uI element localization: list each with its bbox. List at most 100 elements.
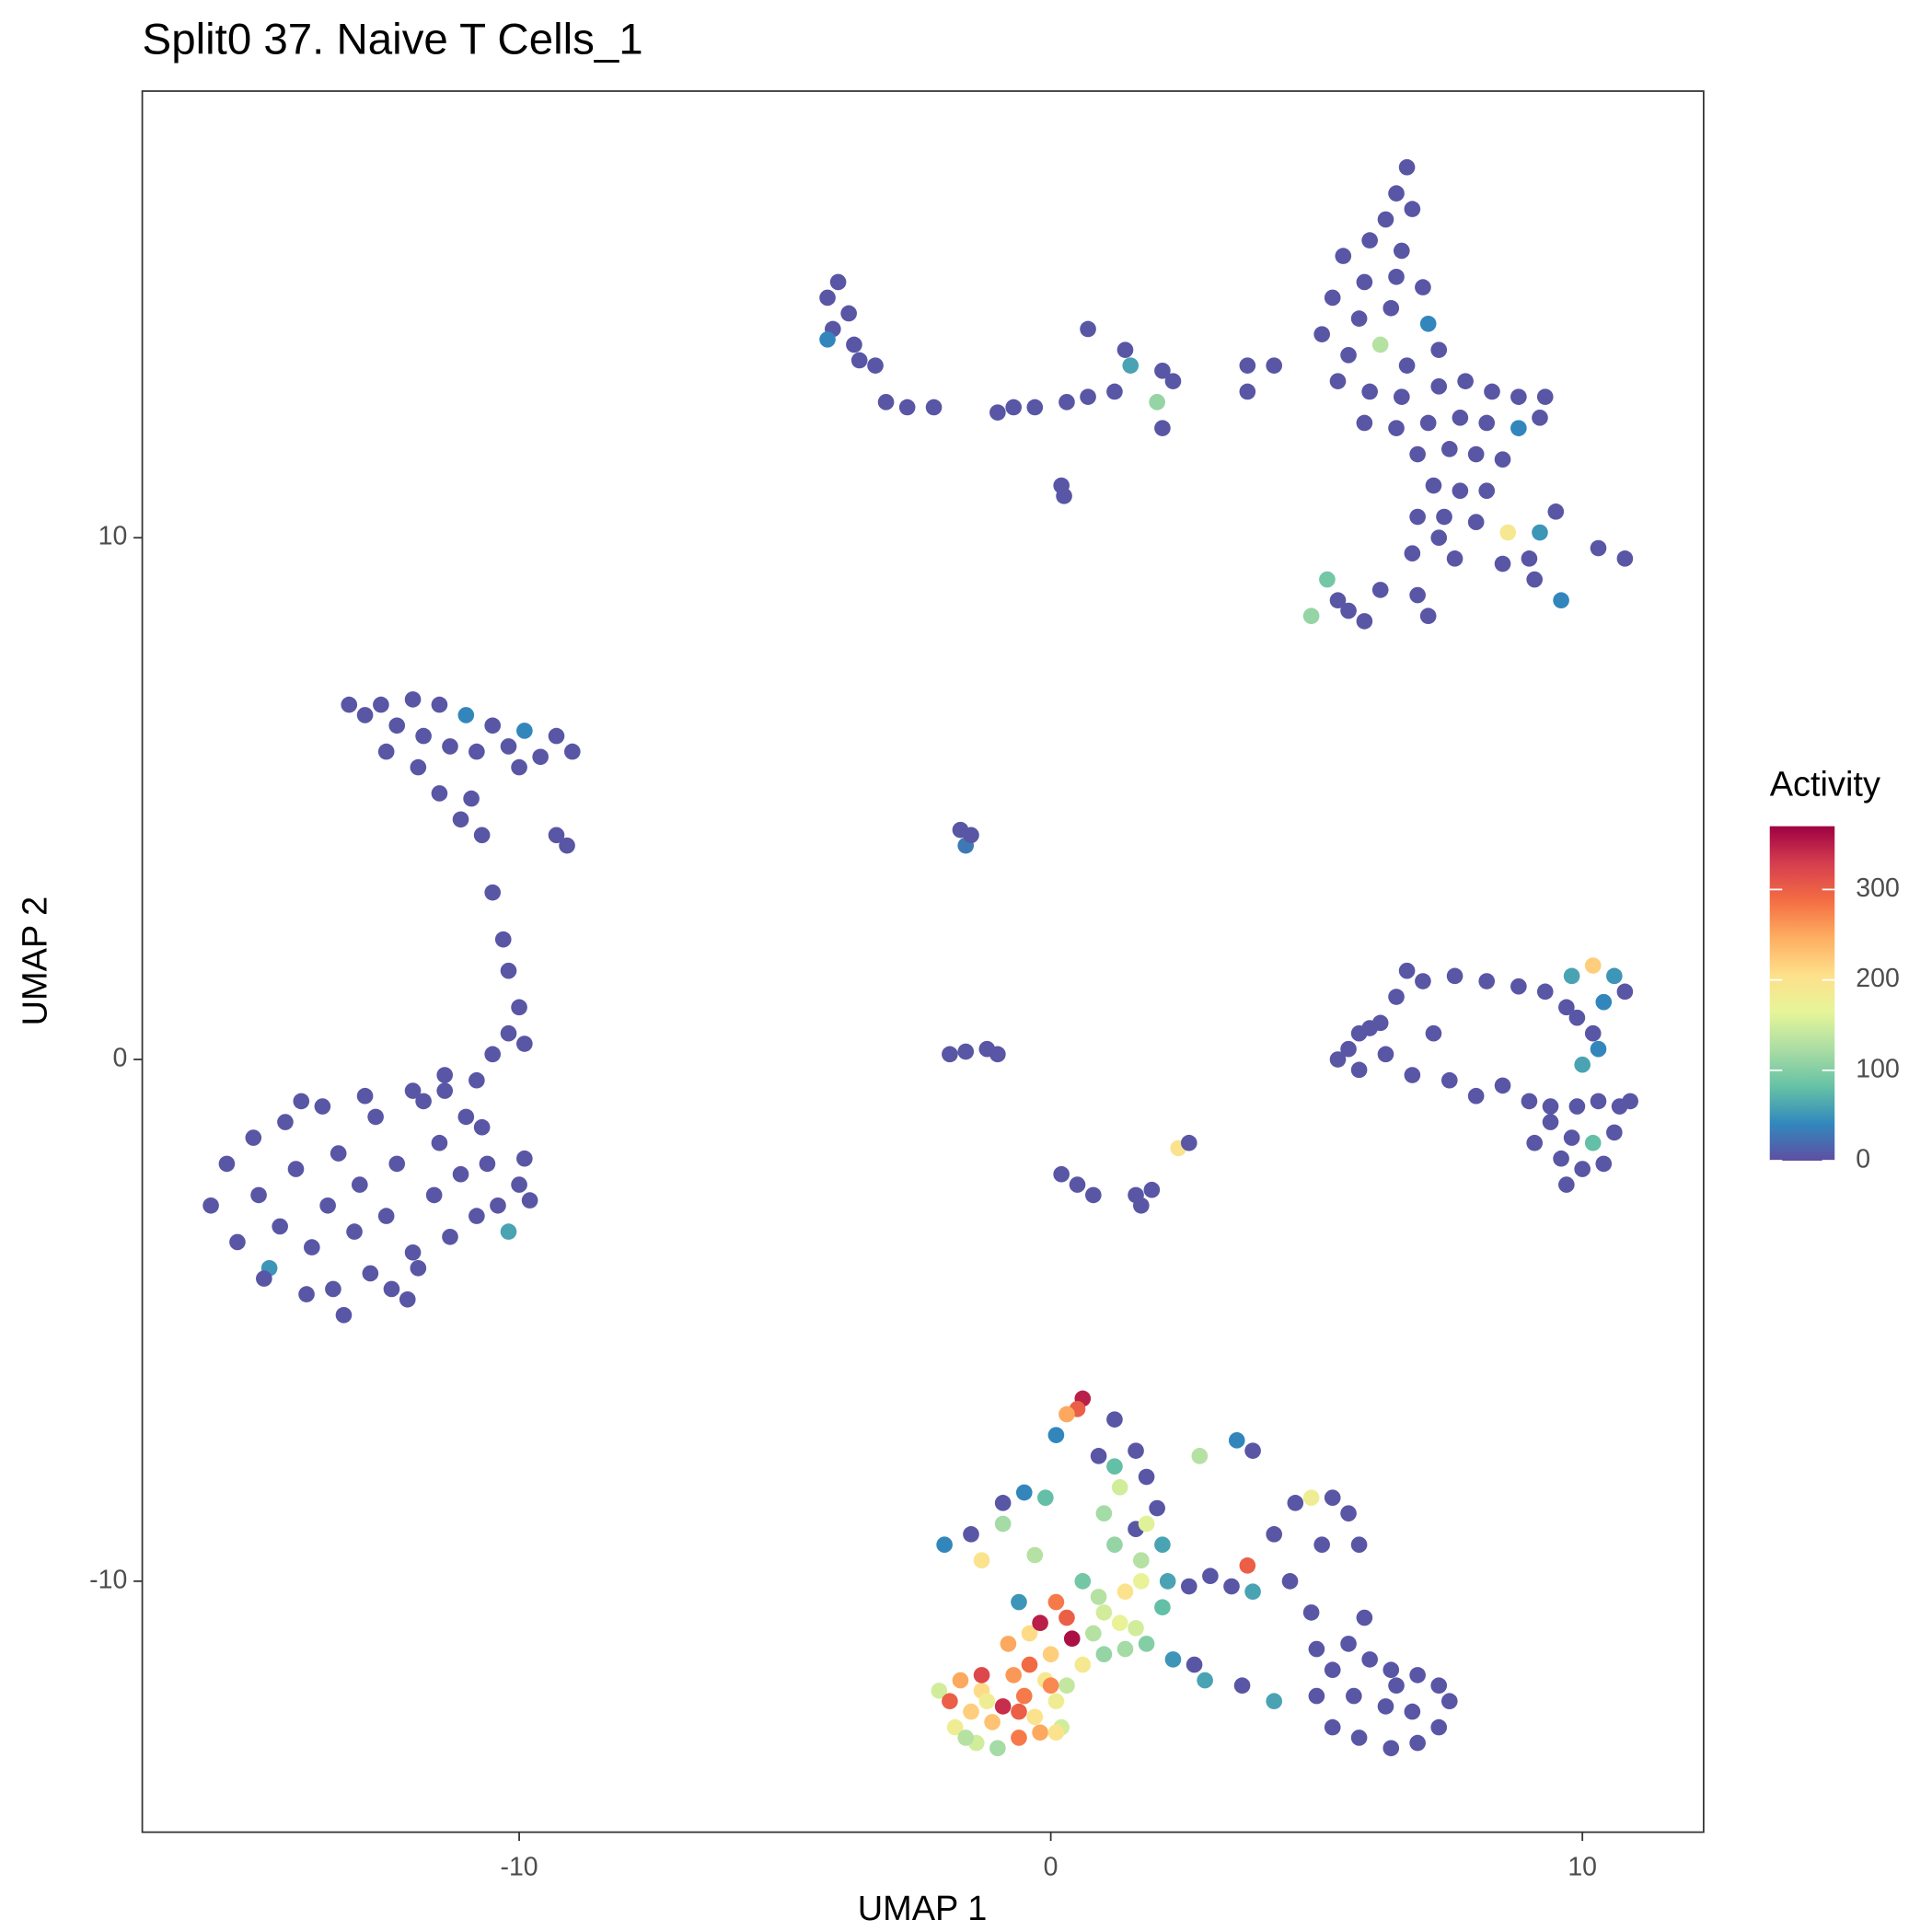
point: [1547, 503, 1565, 520]
point: [1404, 1067, 1421, 1083]
point: [1595, 993, 1613, 1011]
point: [1302, 1604, 1320, 1621]
point: [1164, 1651, 1182, 1668]
point: [1106, 1536, 1123, 1554]
point: [1106, 1411, 1123, 1428]
point: [1095, 1505, 1113, 1521]
point: [473, 827, 491, 844]
point: [1542, 1114, 1559, 1130]
point: [1361, 1651, 1378, 1668]
point: [1563, 967, 1580, 985]
point: [1478, 973, 1496, 989]
point: [1032, 1614, 1048, 1632]
point: [1047, 1693, 1065, 1710]
point: [877, 394, 895, 411]
chart-title: Split0 37. Naive T Cells_1: [143, 16, 643, 64]
point: [1356, 1609, 1373, 1626]
point: [942, 1693, 958, 1710]
point: [1223, 1578, 1240, 1595]
point: [1132, 1573, 1150, 1590]
point: [1059, 1406, 1075, 1423]
point: [1382, 299, 1400, 317]
point: [245, 1129, 262, 1146]
point: [404, 1244, 422, 1261]
point: [1446, 967, 1463, 985]
point: [1425, 1024, 1442, 1042]
point: [1329, 592, 1347, 609]
y-axis-label: UMAP 2: [17, 897, 55, 1026]
point: [1074, 1573, 1092, 1590]
point: [564, 743, 581, 760]
point: [963, 827, 979, 844]
point: [272, 1218, 288, 1235]
point: [1361, 383, 1378, 400]
x-tick-label: -10: [500, 1852, 538, 1881]
point: [1606, 967, 1623, 985]
point: [1558, 999, 1575, 1016]
point: [1116, 341, 1134, 358]
point: [1590, 539, 1607, 557]
point: [1015, 1484, 1033, 1501]
point: [1393, 388, 1410, 405]
point: [1393, 242, 1410, 260]
point: [1085, 1186, 1102, 1204]
point: [1095, 1646, 1113, 1663]
point: [548, 827, 565, 844]
point: [500, 1223, 517, 1240]
point: [1377, 1046, 1394, 1063]
point: [256, 1270, 272, 1287]
point: [341, 696, 358, 713]
point: [1090, 1589, 1107, 1605]
y-tick-label: 10: [98, 522, 128, 551]
point: [1536, 388, 1554, 405]
point: [1026, 1708, 1044, 1726]
point: [1510, 978, 1527, 995]
colorbar-tick-label: 200: [1856, 964, 1900, 993]
point: [1032, 1724, 1048, 1741]
point: [1409, 508, 1426, 526]
point: [1149, 394, 1165, 411]
point: [1371, 582, 1389, 598]
point: [1047, 1593, 1065, 1611]
point: [1430, 341, 1448, 358]
point: [346, 1223, 363, 1240]
point: [277, 1114, 294, 1130]
point: [1398, 158, 1416, 176]
point: [469, 1208, 485, 1224]
point: [521, 1192, 538, 1209]
x-tick-label: 10: [1568, 1852, 1597, 1881]
point: [1340, 346, 1357, 364]
point: [1340, 1040, 1357, 1058]
point: [1419, 414, 1437, 432]
point: [1011, 1593, 1027, 1611]
point: [377, 1208, 395, 1224]
point: [1116, 1583, 1134, 1601]
point: [351, 1176, 368, 1193]
point: [1324, 1661, 1341, 1679]
point: [946, 1718, 964, 1736]
colorbar: [1769, 826, 1835, 1162]
point: [293, 1093, 310, 1110]
point: [436, 1082, 454, 1099]
point: [1494, 1077, 1511, 1094]
points: [202, 158, 1638, 1757]
point: [1329, 373, 1347, 389]
point: [973, 1667, 990, 1683]
point: [1106, 383, 1123, 400]
point: [1430, 1718, 1448, 1736]
point: [1340, 1505, 1357, 1521]
point: [457, 707, 475, 723]
point: [314, 1098, 331, 1115]
point: [994, 1698, 1012, 1715]
point: [1398, 962, 1416, 979]
panel-border: [141, 90, 1705, 1834]
point: [1138, 1515, 1155, 1533]
point: [1510, 420, 1527, 436]
point: [1308, 1640, 1325, 1658]
point: [989, 404, 1006, 421]
point: [1430, 1677, 1448, 1695]
point: [1404, 201, 1421, 217]
point: [1186, 1656, 1203, 1673]
colorbar-tick-label: 100: [1856, 1054, 1900, 1083]
